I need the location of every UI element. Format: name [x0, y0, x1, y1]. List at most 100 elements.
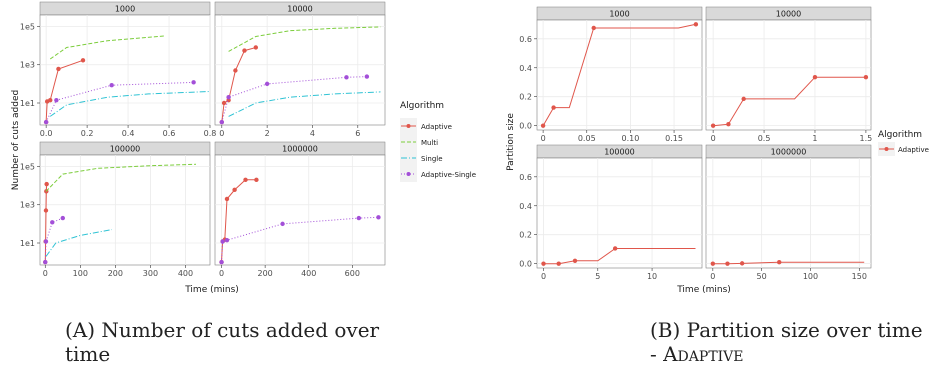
- series-line-adaptive-single: [44, 217, 63, 263]
- data-point-adaptive-single: [43, 119, 49, 125]
- x-tick-label: 50: [757, 272, 767, 281]
- x-tick-label: 0.10: [622, 134, 640, 143]
- data-point-adaptive: [48, 98, 53, 103]
- series-line-multi: [45, 163, 197, 192]
- legend-title: Algorithm: [400, 101, 444, 111]
- x-tick-label: 400: [301, 269, 316, 278]
- data-point-adaptive: [43, 208, 49, 213]
- data-point-adaptive-single: [376, 215, 381, 220]
- y-axis-title: Number of cuts added: [11, 90, 21, 190]
- y-tick-label: 0.0: [519, 260, 532, 269]
- x-tick-label: 0.8: [204, 129, 217, 138]
- panel-background: [39, 154, 211, 266]
- data-point-adaptive: [253, 45, 258, 50]
- data-point-adaptive-single: [191, 80, 196, 85]
- x-axis-title-right: Time (mins): [676, 285, 731, 295]
- caption-left: (A) Number of cuts added over time: [65, 318, 379, 366]
- x-tick-label: 2: [265, 129, 270, 138]
- y-tick-label: 0.0: [519, 122, 532, 131]
- data-point-adaptive: [726, 122, 731, 127]
- x-tick-label: 0.4: [122, 129, 135, 138]
- data-point-adaptive: [254, 177, 259, 183]
- x-tick-label: 0: [710, 272, 715, 281]
- x-tick-label: 0.0: [40, 129, 53, 138]
- series-line-single: [228, 91, 381, 117]
- data-point-adaptive: [541, 261, 546, 266]
- caption-right-line1: (B) Partition size over time: [650, 318, 923, 342]
- x-tick-label: 4: [310, 129, 315, 138]
- data-point-adaptive: [612, 246, 618, 251]
- caption-right-line2: - Adaptive: [650, 342, 744, 366]
- series-line-single: [49, 91, 211, 117]
- legend-point: [406, 124, 411, 128]
- data-point-adaptive-single: [344, 75, 349, 80]
- facet-label: 100000: [110, 145, 141, 154]
- data-point-adaptive: [741, 96, 746, 102]
- facet-label: 1000: [115, 5, 135, 14]
- data-point-adaptive: [739, 261, 745, 266]
- y-tick-label: 1e3: [20, 201, 35, 210]
- x-tick-label: 150: [852, 272, 867, 281]
- x-tick-label: 0.6: [163, 129, 176, 138]
- facet-label: 10000: [776, 10, 801, 19]
- caption-left-line2: time: [65, 342, 111, 366]
- x-tick-label: 0.05: [578, 134, 596, 143]
- x-tick-label: 100: [803, 272, 818, 281]
- x-tick-label: 6: [355, 129, 360, 138]
- legend-point-right: [884, 147, 889, 151]
- x-tick-label: 300: [143, 269, 158, 278]
- legend-label: Adaptive: [421, 123, 452, 131]
- y-tick-label: 1e5: [20, 162, 35, 171]
- y-tick-label: 0.4: [519, 64, 532, 73]
- data-point-adaptive-single: [43, 259, 48, 265]
- x-tick-label: 400: [178, 269, 193, 278]
- x-tick-label: 0: [541, 272, 546, 281]
- data-point-adaptive: [221, 100, 227, 106]
- facet-label: 100000: [604, 148, 635, 157]
- legend-label-right: Adaptive: [898, 146, 929, 154]
- data-point-adaptive-single: [280, 221, 285, 227]
- data-point-adaptive: [725, 261, 730, 266]
- data-point-adaptive-single: [60, 215, 65, 221]
- series-line-single: [45, 229, 112, 257]
- legend-key: [400, 150, 417, 166]
- panel-background: [39, 14, 211, 126]
- series-line-adaptive: [542, 23, 697, 126]
- data-point-adaptive-single: [226, 95, 231, 100]
- y-tick-label: 0.2: [519, 93, 532, 102]
- data-point-adaptive: [232, 187, 237, 193]
- data-point-adaptive: [44, 181, 49, 187]
- x-tick-label: 0.15: [665, 134, 683, 143]
- panel-background: [705, 157, 872, 269]
- panel-background: [214, 154, 386, 266]
- x-tick-label: 200: [108, 269, 123, 278]
- legend-title-right: Algorithm: [878, 130, 922, 140]
- y-tick-label: 1e5: [20, 22, 35, 31]
- data-point-adaptive: [710, 261, 716, 266]
- y-tick-label: 0.4: [519, 202, 532, 211]
- data-point-adaptive: [224, 196, 230, 202]
- x-tick-label: 0: [541, 134, 546, 143]
- x-tick-label: 1: [812, 134, 817, 143]
- facet-label: 1000000: [771, 148, 807, 157]
- y-tick-label: 0.6: [519, 173, 532, 182]
- legend-label: Multi: [421, 139, 438, 147]
- panel-background: [536, 157, 703, 269]
- x-axis-title: Time (mins): [184, 285, 239, 295]
- facet-label: 1000: [609, 10, 629, 19]
- panel-background: [214, 14, 386, 126]
- legend-label: Adaptive-Single: [421, 171, 476, 179]
- legend-point: [406, 172, 411, 176]
- data-point-adaptive-single: [219, 119, 224, 125]
- x-tick-label: 0.5: [758, 134, 771, 143]
- data-point-adaptive: [242, 48, 247, 53]
- facet-label: 1000000: [282, 145, 318, 154]
- y-tick-label: 1e1: [20, 99, 35, 108]
- series-line-adaptive-single: [45, 81, 194, 123]
- data-point-adaptive-single: [54, 98, 59, 103]
- series-line-multi: [228, 26, 381, 52]
- data-point-adaptive: [572, 258, 578, 263]
- panel-background: [536, 19, 703, 131]
- x-tick-label: 0: [43, 269, 48, 278]
